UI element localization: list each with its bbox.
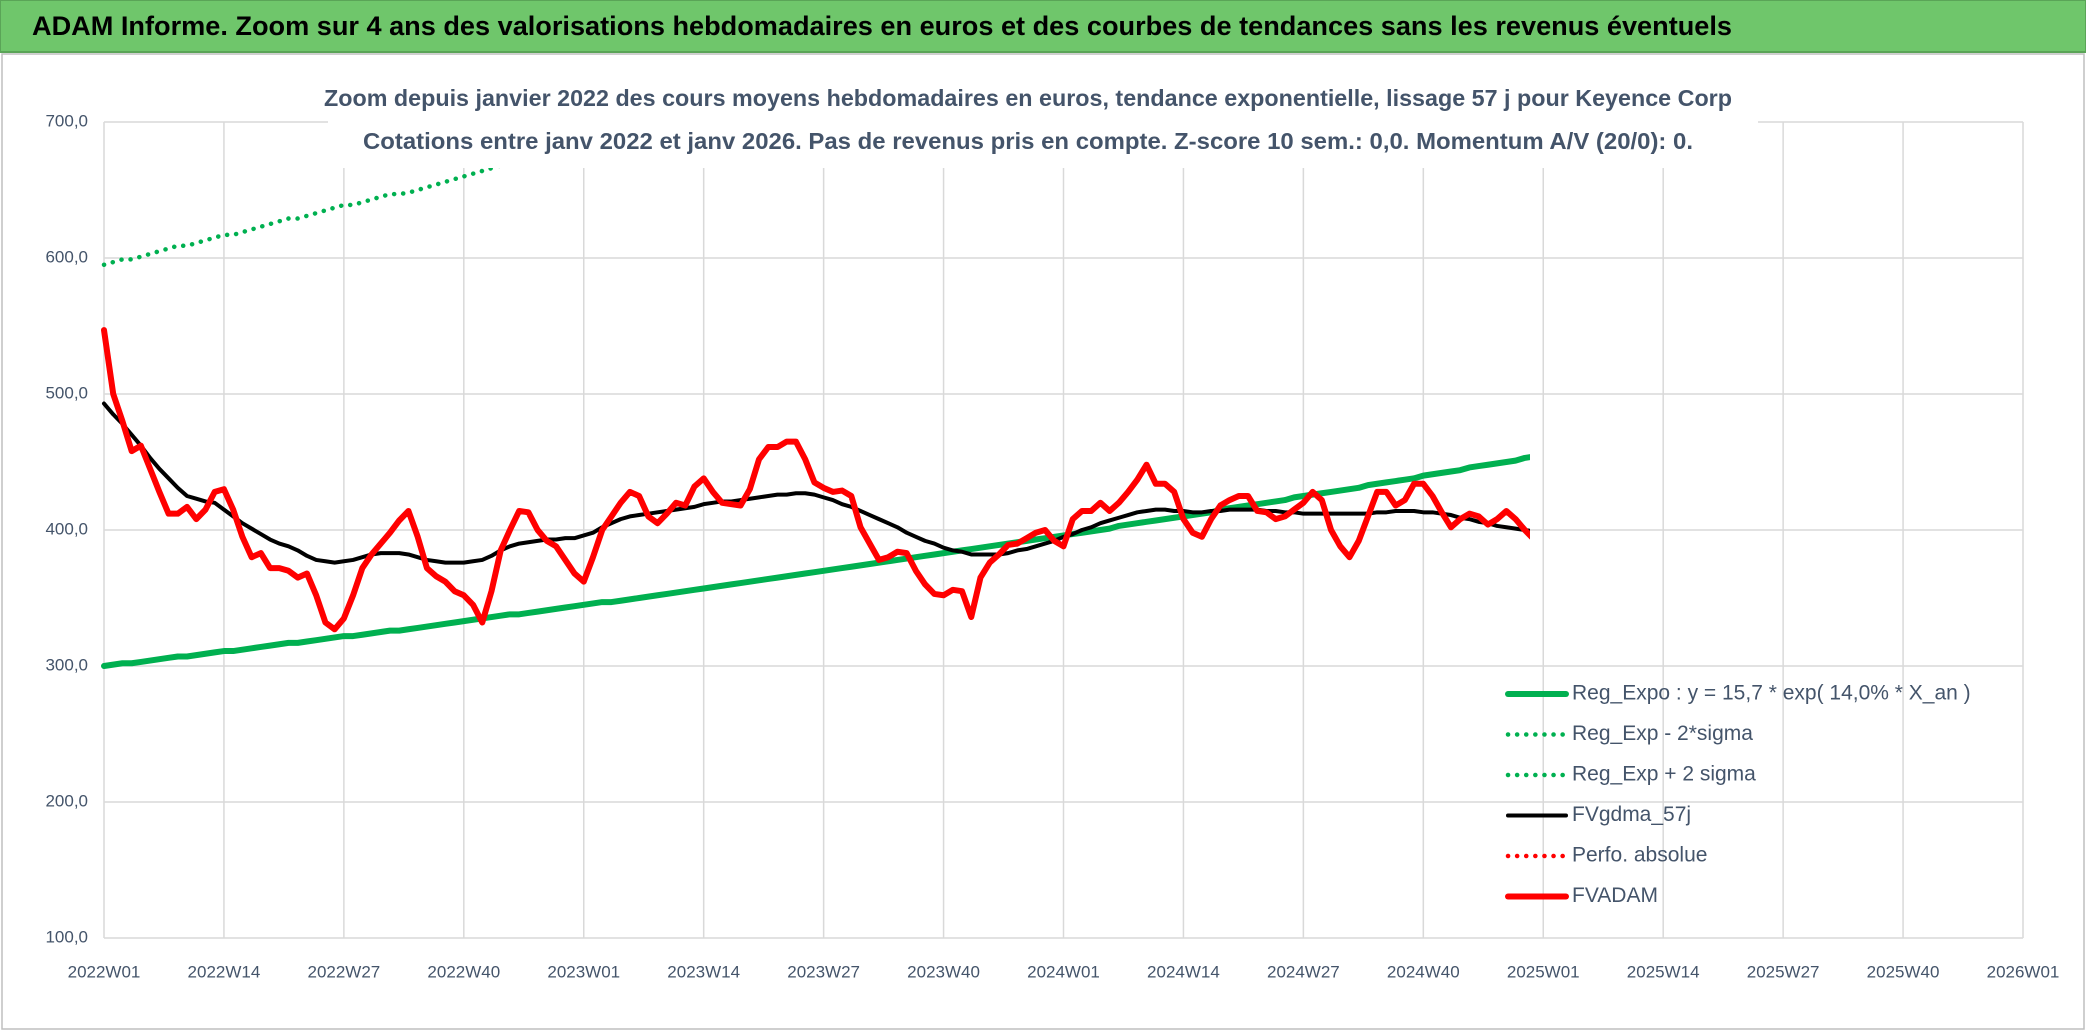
y-tick-label: 100,0 [45,927,88,946]
legend-label: Reg_Exp - 2*sigma [1572,722,1753,745]
y-tick-label: 300,0 [45,655,88,674]
legend-label: FVgdma_57j [1572,803,1691,826]
x-tick-label: 2024W40 [1387,962,1460,981]
x-tick-label: 2024W14 [1147,962,1220,981]
x-tick-label: 2025W01 [1507,962,1580,981]
y-tick-label: 700,0 [45,111,88,130]
x-tick-label: 2023W01 [547,962,620,981]
series-line [101,327,1530,633]
chart-subtitle: Cotations entre janv 2022 et janv 2026. … [363,128,1693,154]
x-tick-label: 2025W40 [1867,962,1940,981]
title-box [328,78,1758,168]
header-title: ADAM Informe. Zoom sur 4 ans des valoris… [32,11,1732,41]
series-layer [101,88,1530,669]
y-tick-label: 600,0 [45,247,88,266]
x-tick-label: 2023W14 [667,962,740,981]
x-tick-label: 2022W40 [427,962,500,981]
legend: Reg_Expo : y = 15,7 * exp( 14,0% * X_an … [1505,682,1971,907]
legend-label: FVADAM [1572,884,1658,907]
chart-frame [1,53,2085,1030]
x-tick-label: 2022W01 [68,962,141,981]
legend-label: Reg_Exp + 2 sigma [1572,763,1756,786]
y-tick-label: 400,0 [45,519,88,538]
x-tick-label: 2024W01 [1027,962,1100,981]
x-tick-label: 2024W27 [1267,962,1340,981]
y-tick-label: 200,0 [45,791,88,810]
x-tick-label: 2023W40 [907,962,980,981]
x-tick-label: 2022W27 [307,962,380,981]
legend-label: Reg_Expo : y = 15,7 * exp( 14,0% * X_an … [1572,682,1971,705]
x-tick-label: 2022W14 [188,962,261,981]
chart-title: Zoom depuis janvier 2022 des cours moyen… [324,85,1732,111]
x-tick-label: 2023W27 [787,962,860,981]
legend-label: Perfo. absolue [1572,844,1707,867]
x-tick-label: 2025W14 [1627,962,1700,981]
x-tick-label: 2026W01 [1987,962,2060,981]
header-bar [0,0,2086,53]
x-tick-label: 2025W27 [1747,962,1820,981]
y-tick-label: 500,0 [45,383,88,402]
